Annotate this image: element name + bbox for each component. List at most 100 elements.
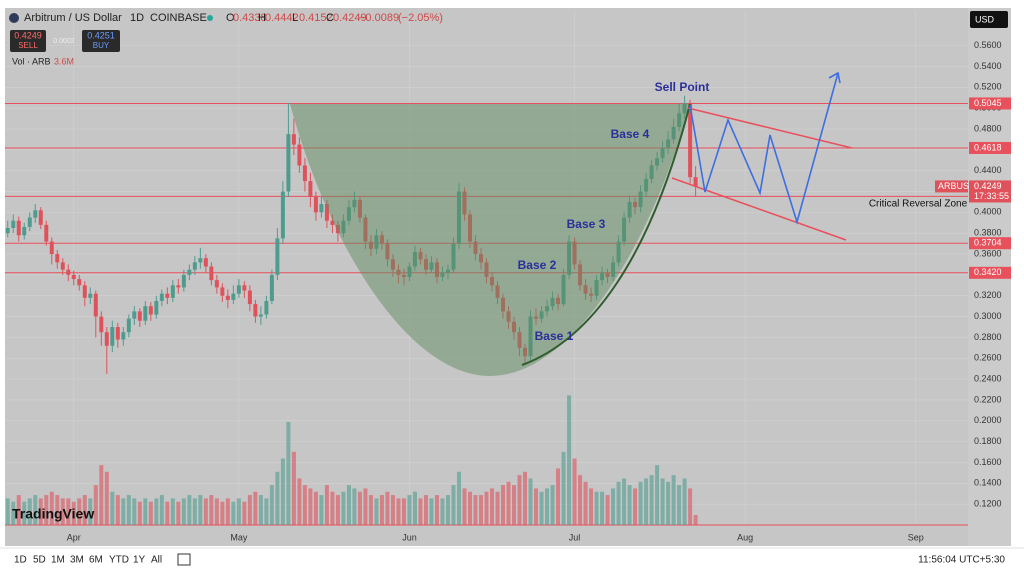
exchange: COINBASE — [150, 12, 207, 24]
candle-body — [236, 285, 241, 294]
candle-body — [60, 262, 65, 270]
volume-bar — [445, 495, 450, 525]
volume-bar — [655, 465, 660, 525]
volume-bar — [165, 501, 170, 525]
volume-bar — [319, 495, 324, 525]
volume-value: 3.6M — [54, 56, 74, 66]
volume-bar — [583, 481, 588, 525]
volume-bar — [286, 421, 291, 525]
volume-bar — [236, 498, 241, 525]
ohlc-label: O — [226, 12, 235, 24]
date-range-icon[interactable] — [177, 553, 191, 566]
market-status — [207, 15, 213, 21]
annotation: Base 3 — [567, 217, 606, 231]
volume-bar — [324, 485, 329, 525]
y-tick-label: 0.1800 — [974, 436, 1002, 446]
candle-body — [231, 293, 236, 300]
volume-bar — [16, 495, 21, 525]
candle-body — [126, 318, 131, 333]
candle-body — [22, 226, 27, 236]
y-tick-label: 0.4400 — [974, 165, 1002, 175]
volume-bar — [143, 498, 148, 525]
volume-bar — [192, 498, 197, 525]
volume-bar — [302, 485, 307, 525]
candle-body — [198, 258, 203, 263]
volume-bar — [104, 471, 109, 525]
volume-bar — [247, 495, 252, 525]
candle-body — [121, 332, 126, 340]
y-tick-label: 0.2000 — [974, 415, 1002, 425]
symbol-tag-label: ARBUSD — [938, 181, 976, 191]
currency-button[interactable] — [970, 11, 1008, 28]
volume-bar — [313, 491, 318, 525]
volume-bar — [203, 498, 208, 525]
volume-bar — [27, 498, 32, 525]
volume-bar — [44, 495, 49, 525]
volume-bar — [214, 498, 219, 525]
symbol[interactable]: Arbitrum / US Dollar — [24, 12, 122, 24]
y-tick-label: 0.3800 — [974, 228, 1002, 238]
period-button[interactable]: All — [151, 555, 162, 566]
period-button[interactable]: 1Y — [133, 555, 146, 566]
last-price-label: 0.4249 — [974, 181, 1002, 191]
volume-bar — [440, 498, 445, 525]
volume-bar — [473, 495, 478, 525]
volume-bar — [297, 478, 302, 525]
volume-bar — [280, 458, 285, 525]
annotation: Critical Reversal Zone — [869, 199, 968, 210]
period-button[interactable]: 1D — [14, 555, 27, 566]
candle-body — [192, 262, 197, 270]
volume-bar — [401, 498, 406, 525]
volume-bar — [462, 488, 467, 525]
candle-body — [330, 220, 335, 225]
volume-bar — [5, 498, 10, 525]
candle-body — [308, 181, 313, 197]
candle-body — [93, 293, 98, 317]
volume-bar — [159, 495, 164, 525]
y-tick-label: 0.4800 — [974, 123, 1002, 133]
volume-bar — [693, 515, 698, 525]
volume-bar — [434, 495, 439, 525]
volume-bar — [528, 478, 533, 525]
volume-bar — [605, 495, 610, 525]
buy-button[interactable] — [82, 30, 120, 52]
volume-bar — [545, 488, 550, 525]
level-tag-label: 0.3420 — [974, 267, 1002, 277]
projection-arrow — [828, 71, 841, 84]
candle-body — [110, 327, 115, 346]
volume-bar — [633, 488, 638, 525]
channel-bottom — [671, 177, 847, 241]
candle-body — [242, 285, 247, 291]
candle-body — [148, 306, 153, 315]
candle-body — [280, 191, 285, 239]
volume-bar — [484, 491, 489, 525]
level-tag — [969, 97, 1011, 110]
interval[interactable]: 1D — [130, 12, 144, 24]
volume-bar — [357, 491, 362, 525]
period-button[interactable]: YTD — [109, 555, 129, 566]
volume-bar — [209, 495, 214, 525]
ohlc-value: 0.4152 — [299, 12, 333, 24]
period-button[interactable]: 6M — [89, 555, 103, 566]
period-button[interactable]: 1M — [51, 555, 65, 566]
candle-body — [286, 134, 291, 192]
y-tick-label: 0.5200 — [974, 82, 1002, 92]
y-tick-label: 0.1400 — [974, 478, 1002, 488]
level-tag — [969, 237, 1011, 250]
ohlc-label: L — [292, 12, 298, 24]
currency: USD — [975, 14, 995, 24]
volume-bar — [616, 481, 621, 525]
volume-bar — [33, 495, 38, 525]
volume-bar — [335, 495, 340, 525]
volume-bar — [390, 495, 395, 525]
y-tick-label: 0.2800 — [974, 332, 1002, 342]
volume-bar — [396, 498, 401, 525]
volume-bar — [253, 491, 258, 525]
period-button[interactable]: 3M — [70, 555, 84, 566]
period-button[interactable]: 5D — [33, 555, 46, 566]
volume-bar — [644, 478, 649, 525]
volume-bar — [242, 501, 247, 525]
volume-bar — [534, 488, 539, 525]
symbol-tag — [935, 180, 968, 193]
sell-button[interactable] — [10, 30, 46, 52]
